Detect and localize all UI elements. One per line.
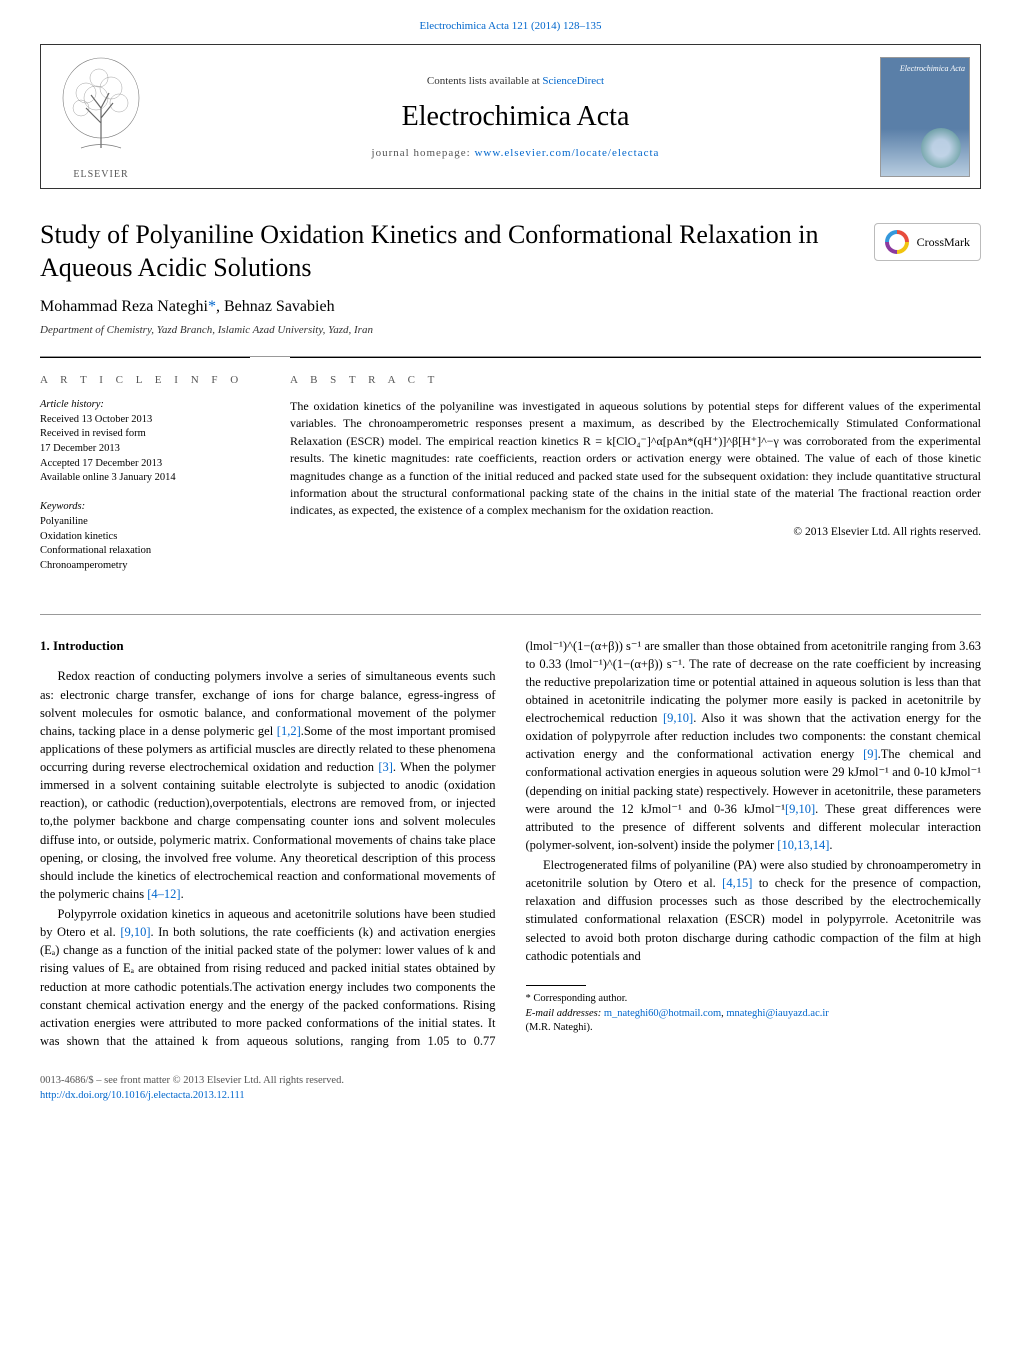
- crossmark-icon: [885, 230, 909, 254]
- text: .: [181, 887, 184, 901]
- masthead-center: Contents lists available at ScienceDirec…: [161, 45, 870, 188]
- ref-link[interactable]: [9,10]: [120, 925, 150, 939]
- cover-thumb-block: Electrochimica Acta: [870, 45, 980, 188]
- info-label: a r t i c l e i n f o: [40, 374, 250, 386]
- ref-link[interactable]: [4–12]: [147, 887, 180, 901]
- sciencedirect-link[interactable]: ScienceDirect: [542, 75, 604, 87]
- publisher-logo-block: ELSEVIER: [41, 45, 161, 188]
- email-link[interactable]: m_nateghi60@hotmail.com: [604, 1008, 721, 1019]
- homepage-link[interactable]: www.elsevier.com/locate/electacta: [474, 147, 659, 159]
- email-link[interactable]: mnateghi@iauyazd.ac.ir: [726, 1008, 828, 1019]
- masthead: ELSEVIER Contents lists available at Sci…: [40, 44, 981, 189]
- abstract-label: a b s t r a c t: [290, 374, 981, 386]
- article-info: a r t i c l e i n f o Article history: R…: [40, 357, 250, 588]
- text: . When the polymer immersed in a solvent…: [40, 760, 496, 901]
- keyword: Oxidation kinetics: [40, 530, 250, 545]
- ref-link[interactable]: [9,10]: [785, 802, 815, 816]
- contents-prefix: Contents lists available at: [427, 75, 542, 87]
- ref-link[interactable]: [10,13,14]: [777, 838, 829, 852]
- history-line: Available online 3 January 2014: [40, 471, 250, 486]
- keywords-block: Keywords: Polyaniline Oxidation kinetics…: [40, 500, 250, 573]
- keyword: Polyaniline: [40, 515, 250, 530]
- cover-title: Electrochimica Acta: [885, 64, 965, 73]
- journal-homepage: journal homepage: www.elsevier.com/locat…: [171, 147, 860, 159]
- author-2: , Behnaz Savabieh: [216, 298, 335, 315]
- corresponding-mark: *: [208, 298, 216, 315]
- article-header: CrossMark Study of Polyaniline Oxidation…: [40, 219, 981, 336]
- history-line: Received in revised form: [40, 427, 250, 442]
- elsevier-logo: ELSEVIER: [51, 53, 151, 180]
- citation-link[interactable]: Electrochimica Acta 121 (2014) 128–135: [419, 20, 601, 32]
- ref-link[interactable]: [1,2]: [277, 724, 301, 738]
- text: .: [829, 838, 832, 852]
- history-line: 17 December 2013: [40, 442, 250, 457]
- corr-author: * Corresponding author.: [526, 992, 982, 1007]
- keyword: Conformational relaxation: [40, 544, 250, 559]
- email-label: E-mail addresses:: [526, 1008, 604, 1019]
- crossmark-label: CrossMark: [917, 235, 970, 250]
- author-1: Mohammad Reza Nateghi: [40, 298, 208, 315]
- history-block: Article history: Received 13 October 201…: [40, 398, 250, 486]
- footnote-rule: [526, 985, 586, 986]
- authors: Mohammad Reza Nateghi*, Behnaz Savabieh: [40, 298, 981, 316]
- crossmark-badge[interactable]: CrossMark: [874, 223, 981, 261]
- journal-cover-thumb: Electrochimica Acta: [880, 57, 970, 177]
- para: Redox reaction of conducting polymers in…: [40, 667, 496, 903]
- elsevier-tree-icon: [51, 53, 151, 163]
- abstract: a b s t r a c t The oxidation kinetics o…: [290, 357, 981, 588]
- section-heading: 1. Introduction: [40, 637, 496, 656]
- para: Electrogenerated films of polyaniline (P…: [526, 856, 982, 965]
- history-line: Accepted 17 December 2013: [40, 457, 250, 472]
- journal-title: Electrochimica Acta: [171, 101, 860, 133]
- affiliation: Department of Chemistry, Yazd Branch, Is…: [40, 324, 981, 336]
- ref-link[interactable]: [4,15]: [722, 876, 752, 890]
- header-citation: Electrochimica Acta 121 (2014) 128–135: [40, 20, 981, 32]
- history-label: Article history:: [40, 398, 250, 413]
- homepage-prefix: journal homepage:: [372, 147, 475, 159]
- history-line: Received 13 October 2013: [40, 413, 250, 428]
- keyword: Chronoamperometry: [40, 559, 250, 574]
- issn-line: 0013-4686/$ – see front matter © 2013 El…: [40, 1074, 981, 1089]
- copyright: © 2013 Elsevier Ltd. All rights reserved…: [290, 526, 981, 538]
- publisher-name: ELSEVIER: [51, 169, 151, 180]
- corr-who: (M.R. Nateghi).: [526, 1021, 982, 1036]
- ref-link[interactable]: [9,10]: [663, 711, 693, 725]
- contents-line: Contents lists available at ScienceDirec…: [171, 75, 860, 87]
- footnote: * Corresponding author. E-mail addresses…: [526, 992, 982, 1036]
- article-title: Study of Polyaniline Oxidation Kinetics …: [40, 219, 981, 284]
- meta-row: a r t i c l e i n f o Article history: R…: [40, 356, 981, 588]
- body: 1. Introduction Redox reaction of conduc…: [40, 614, 981, 1050]
- doi-link[interactable]: http://dx.doi.org/10.1016/j.electacta.20…: [40, 1090, 245, 1101]
- cover-graphic-icon: [921, 128, 961, 168]
- abstract-text: The oxidation kinetics of the polyanilin…: [290, 398, 981, 520]
- email-line: E-mail addresses: m_nateghi60@hotmail.co…: [526, 1007, 982, 1022]
- footer: 0013-4686/$ – see front matter © 2013 El…: [40, 1074, 981, 1103]
- ref-link[interactable]: [9]: [863, 747, 878, 761]
- keywords-label: Keywords:: [40, 500, 250, 515]
- ref-link[interactable]: [3]: [378, 760, 393, 774]
